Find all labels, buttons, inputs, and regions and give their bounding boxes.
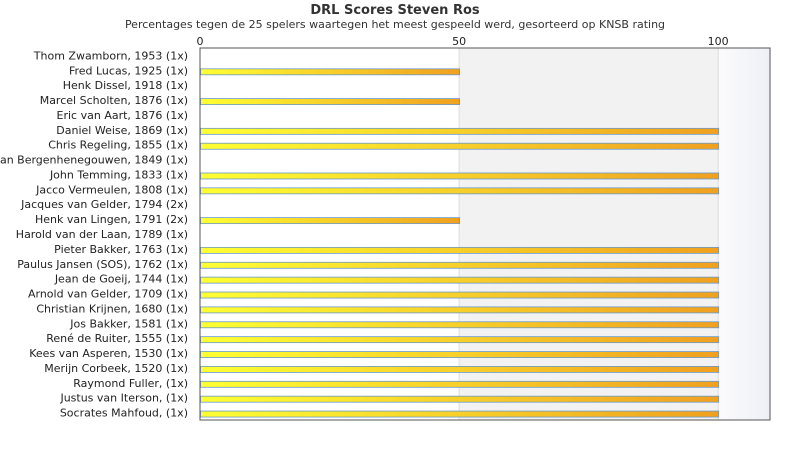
category-label: Pieter Bakker, 1763 (1x) (54, 243, 188, 256)
bar (200, 276, 720, 284)
bar (200, 336, 720, 344)
category-label: Jacques van Gelder, 1794 (2x) (20, 198, 188, 211)
category-label: Raymond Fuller, (1x) (73, 377, 188, 390)
bar (200, 261, 720, 269)
bar (200, 187, 720, 195)
category-label: Henk van Lingen, 1791 (2x) (35, 213, 188, 226)
bar (200, 366, 720, 373)
bar (200, 68, 460, 76)
bar (200, 395, 720, 403)
category-label: Merijn Corbeek, 1520 (1x) (44, 362, 188, 375)
category-label: Marcel Scholten, 1876 (1x) (40, 94, 188, 107)
category-label: Fred Lucas, 1925 (1x) (69, 64, 188, 77)
plot-band (718, 48, 770, 420)
plot-band (200, 48, 460, 420)
category-label: Christian Krijnen, 1680 (1x) (36, 302, 188, 315)
category-label: Socrates Mahfoud, (1x) (60, 407, 188, 420)
bars (200, 68, 720, 418)
chart-title: DRL Scores Steven Ros (310, 3, 480, 18)
bar (200, 172, 720, 180)
plot-frame (199, 47, 771, 421)
bar (200, 246, 720, 254)
chart-subtitle: Percentages tegen de 25 spelers waartege… (124, 18, 666, 31)
category-label: Jean de Goeij, 1744 (1x) (54, 273, 188, 286)
bar (200, 127, 720, 135)
bar (200, 351, 720, 358)
bar (200, 380, 720, 388)
x-tick-label: 0 (197, 35, 204, 48)
gridlines (458, 48, 719, 420)
category-label: Chris Regeling, 1855 (1x) (48, 139, 188, 152)
bar (200, 98, 460, 105)
category-label: Justus van Iterson, (1x) (59, 392, 188, 405)
bar (200, 306, 720, 314)
category-label: van Bergenhenegouwen, 1849 (1x) (0, 154, 188, 167)
plot-background (200, 48, 770, 420)
category-label: Daniel Weise, 1869 (1x) (56, 124, 188, 137)
category-label: Harold van der Laan, 1789 (1x) (16, 228, 188, 241)
category-label: Henk Dissel, 1918 (1x) (63, 79, 188, 92)
category-label: Jos Bakker, 1581 (1x) (69, 317, 188, 330)
bar (200, 291, 720, 299)
x-tick-label: 50 (452, 35, 466, 48)
plot-band (459, 48, 719, 420)
category-label: Thom Zwamborn, 1953 (1x) (33, 49, 188, 62)
category-label: René de Ruiter, 1555 (1x) (46, 332, 188, 345)
bar (200, 321, 720, 329)
bar (200, 142, 720, 150)
category-label: John Temming, 1833 (1x) (49, 168, 188, 181)
category-label: Jacco Vermeulen, 1808 (1x) (35, 183, 188, 196)
category-labels: Thom Zwamborn, 1953 (1x) Fred Lucas, 1925… (0, 49, 188, 419)
x-tick-label: 100 (708, 35, 729, 48)
bar (200, 410, 720, 418)
category-label: Kees van Asperen, 1530 (1x) (29, 347, 188, 360)
x-axis-ticks: 0 50 100 (197, 35, 729, 48)
category-label: Arnold van Gelder, 1709 (1x) (28, 288, 188, 301)
category-label: Paulus Jansen (SOS), 1762 (1x) (17, 258, 188, 271)
category-label: Eric van Aart, 1876 (1x) (57, 109, 188, 122)
bar (200, 217, 460, 225)
